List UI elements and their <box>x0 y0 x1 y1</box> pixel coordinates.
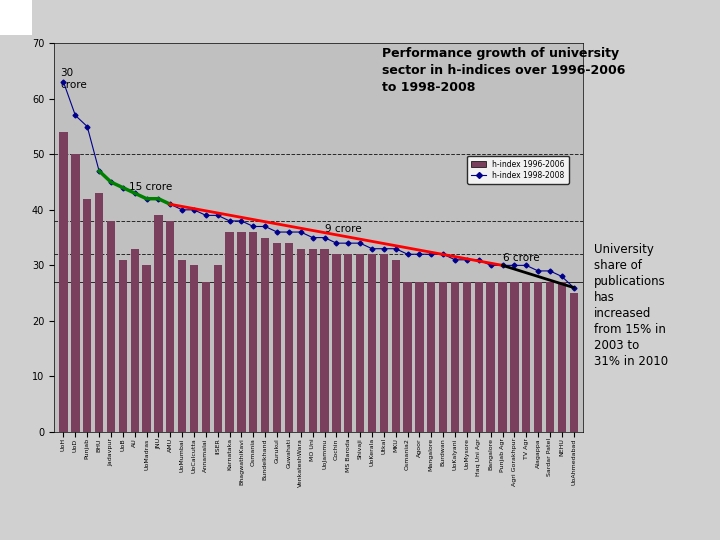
Text: 6 crore: 6 crore <box>503 253 539 263</box>
Text: 15 crore: 15 crore <box>129 183 172 192</box>
Bar <box>403 282 412 432</box>
Bar <box>570 293 578 432</box>
Bar <box>415 282 423 432</box>
Bar <box>130 249 139 432</box>
Bar <box>439 282 447 432</box>
Bar <box>59 132 68 432</box>
Bar <box>83 199 91 432</box>
Bar <box>379 254 388 432</box>
Text: 30
crore: 30 crore <box>60 68 86 90</box>
Bar <box>534 282 542 432</box>
Bar <box>178 260 186 432</box>
Bar <box>487 282 495 432</box>
Bar <box>285 243 293 432</box>
Bar <box>261 238 269 432</box>
Bar <box>368 254 376 432</box>
Bar <box>154 215 163 432</box>
Bar <box>107 221 115 432</box>
Bar <box>166 221 174 432</box>
Bar <box>249 232 258 432</box>
Bar <box>119 260 127 432</box>
Bar <box>451 282 459 432</box>
Bar <box>320 249 329 432</box>
Bar <box>427 282 436 432</box>
Bar <box>225 232 234 432</box>
Bar <box>297 249 305 432</box>
Bar <box>238 232 246 432</box>
Bar <box>474 282 483 432</box>
Bar <box>344 254 352 432</box>
Bar <box>546 282 554 432</box>
Legend: h-index 1996-2006, h-index 1998-2008: h-index 1996-2006, h-index 1998-2008 <box>467 156 569 184</box>
Bar <box>522 282 531 432</box>
Bar <box>308 249 317 432</box>
Bar <box>95 193 103 432</box>
Bar <box>356 254 364 432</box>
Bar <box>143 265 150 432</box>
Text: Performance growth of university
sector in h-indices over 1996-2006
to 1998-2008: Performance growth of university sector … <box>382 47 626 94</box>
Bar <box>0 0 32 35</box>
Text: 9 crore: 9 crore <box>325 224 361 234</box>
Bar <box>498 282 507 432</box>
Bar <box>332 254 341 432</box>
Bar <box>273 243 282 432</box>
Bar <box>558 282 566 432</box>
Bar <box>392 260 400 432</box>
Bar <box>463 282 471 432</box>
Bar <box>71 154 79 432</box>
Bar <box>214 265 222 432</box>
Bar <box>190 265 198 432</box>
Bar <box>510 282 518 432</box>
Text: University
share of
publications
has
increased
from 15% in
2003 to
31% in 2010: University share of publications has inc… <box>594 243 668 368</box>
Bar <box>202 282 210 432</box>
